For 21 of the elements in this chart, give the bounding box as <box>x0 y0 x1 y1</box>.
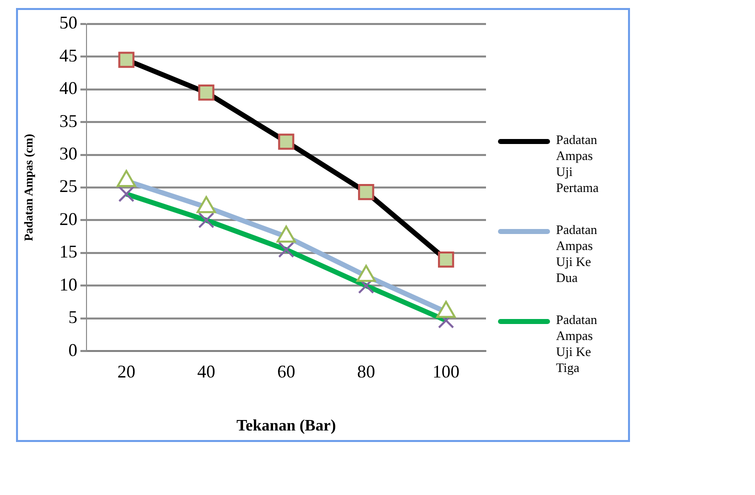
x-tick-label: 40 <box>197 362 216 382</box>
y-tick-label: 50 <box>59 12 78 33</box>
y-tick-label: 25 <box>59 176 78 196</box>
y-tick-label: 45 <box>59 45 78 66</box>
legend-label: Padatan Ampas Uji Pertama <box>556 132 600 196</box>
y-tick-label: 10 <box>59 274 78 294</box>
y-tick-label: 5 <box>68 307 78 328</box>
y-tick-label: 35 <box>59 110 78 131</box>
y-tick-label: 15 <box>59 242 78 262</box>
x-tick-label: 100 <box>432 362 460 382</box>
x-tick-label: 20 <box>117 362 136 382</box>
y-tick-label: 20 <box>59 208 78 229</box>
legend-label: Padatan Ampas Uji Ke Dua <box>556 222 598 286</box>
y-tick-label: 30 <box>59 143 78 164</box>
y-tick-label: 0 <box>68 340 78 360</box>
legend-label: Padatan Ampas Uji Ke Tiga <box>556 312 598 376</box>
y-axis-title: Padatan Ampas (cm) <box>21 134 36 242</box>
y-tick-label: 40 <box>59 78 78 98</box>
x-tick-label: 60 <box>277 362 296 382</box>
x-tick-label: 80 <box>357 362 376 382</box>
x-axis-title: Tekanan (Bar) <box>236 418 336 435</box>
